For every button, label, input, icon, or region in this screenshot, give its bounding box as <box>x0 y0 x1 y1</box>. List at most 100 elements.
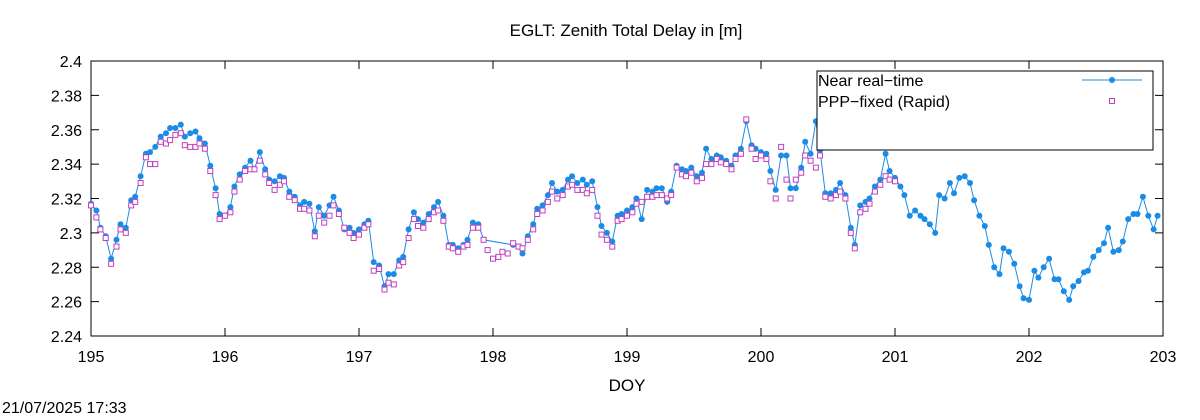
near-real-time-point <box>569 173 576 180</box>
ppp-fixed-point <box>137 180 144 186</box>
ppp-fixed-point <box>335 211 342 217</box>
ppp-fixed-point <box>594 212 601 219</box>
ppp-fixed-point <box>748 145 755 152</box>
near-real-time-point <box>405 226 412 233</box>
ppp-fixed-point <box>464 241 471 248</box>
ppp-fixed-point <box>842 195 849 202</box>
ppp-fixed-point <box>93 214 100 221</box>
ppp-fixed-point <box>530 226 537 233</box>
ppp-fixed-point <box>256 157 263 164</box>
ppp-fixed-point <box>385 279 392 286</box>
ppp-fixed-point <box>534 211 541 217</box>
x-axis: 195 196 197 198 199 200 201 202 203 <box>78 61 1177 366</box>
near-real-time-point <box>996 271 1003 278</box>
ppp-fixed-point <box>330 202 337 209</box>
ppp-fixed-point <box>216 216 223 223</box>
near-real-time-point <box>440 212 447 219</box>
ppp-fixed-point <box>664 195 671 202</box>
near-real-time-point <box>1035 274 1042 281</box>
x-tick-label: 198 <box>480 349 507 366</box>
y-tick-label: 2.24 <box>51 329 82 346</box>
ppp-fixed-point <box>837 188 844 195</box>
near-real-time-point <box>877 176 884 183</box>
ppp-fixed-point <box>128 202 135 209</box>
x-tick-label: 197 <box>346 349 373 366</box>
ppp-fixed-point <box>231 188 238 195</box>
near-real-time-point <box>579 176 586 183</box>
ppp-fixed-point <box>524 236 531 243</box>
x-axis-label: DOY <box>609 376 646 395</box>
ppp-fixed-point <box>177 130 184 137</box>
ppp-fixed-point <box>167 137 174 144</box>
ppp-fixed-point <box>251 166 258 173</box>
near-real-time-point <box>315 204 322 211</box>
near-real-time-point <box>1095 247 1102 254</box>
near-real-time-point <box>951 190 957 197</box>
near-real-time-point <box>152 143 159 150</box>
near-real-time-point <box>346 224 353 231</box>
near-real-time-point <box>693 173 700 180</box>
near-real-time-point <box>603 229 610 236</box>
ppp-fixed-point <box>242 168 249 174</box>
near-real-time-point <box>565 176 571 183</box>
near-real-time-point <box>1105 224 1112 231</box>
ppp-fixed-point <box>396 262 403 269</box>
ppp-fixed-point <box>181 142 188 149</box>
near-real-time-point <box>1031 267 1038 274</box>
near-real-time-point <box>1040 264 1047 271</box>
near-real-time-point <box>187 130 194 137</box>
near-real-time-point <box>886 168 893 174</box>
ppp-fixed-point <box>598 231 605 238</box>
near-real-time-point <box>783 152 790 159</box>
ppp-fixed-point <box>97 226 104 233</box>
near-real-time-point <box>212 185 219 192</box>
y-tick-label: 2.4 <box>60 54 82 71</box>
ppp-fixed-point <box>321 219 328 226</box>
y-axis: 2.24 2.26 2.28 2.3 2.32 2.34 2.36 2.38 2.4 <box>51 54 1163 346</box>
near-real-time-point <box>122 224 129 231</box>
near-real-time-point <box>961 173 968 180</box>
near-real-time-point <box>882 150 889 157</box>
ppp-fixed-point <box>579 186 586 193</box>
near-real-time-point <box>207 162 214 169</box>
near-real-time-point <box>917 212 924 219</box>
near-real-time-point <box>847 224 854 231</box>
near-real-time-point <box>936 192 943 199</box>
ppp-fixed-point <box>163 140 169 147</box>
ppp-fixed-point <box>455 248 462 255</box>
near-real-time-point <box>1150 226 1157 233</box>
near-real-time-point <box>539 202 546 209</box>
near-real-time-point <box>802 138 809 145</box>
ppp-fixed-point <box>583 190 590 197</box>
ppp-fixed-point <box>699 174 705 181</box>
near-real-time-point <box>113 236 120 243</box>
x-tick-label: 203 <box>1150 349 1177 366</box>
near-real-time-point <box>618 211 625 217</box>
near-real-time-point <box>871 183 878 190</box>
ppp-fixed-point <box>271 186 278 193</box>
near-real-time-point <box>991 264 998 271</box>
ppp-fixed-point <box>713 156 720 162</box>
near-real-time-point <box>108 255 115 262</box>
ppp-fixed-point <box>449 245 456 252</box>
ppp-fixed-point <box>544 198 551 205</box>
near-real-time-point <box>390 271 397 278</box>
ppp-fixed-point <box>236 176 243 183</box>
x-tick-label: 200 <box>748 349 775 366</box>
near-real-time-point <box>921 216 928 223</box>
ppp-fixed-point <box>847 229 854 236</box>
ppp-fixed-point <box>405 235 412 241</box>
ztd-chart: EGLT: Zenith Total Delay in [m] 195 196 19… <box>51 21 1177 395</box>
near-real-time-point <box>971 197 978 204</box>
near-real-time-point <box>147 149 153 156</box>
near-real-time-point <box>1066 296 1073 303</box>
x-tick-label: 199 <box>614 349 641 366</box>
near-real-time-point <box>985 241 992 248</box>
chart-title: EGLT: Zenith Total Delay in [m] <box>510 21 743 40</box>
near-real-time-point <box>196 135 203 142</box>
near-real-time-point <box>236 171 243 178</box>
near-real-time-point <box>638 216 645 223</box>
ppp-fixed-point <box>361 224 368 231</box>
near-real-time-point <box>624 207 630 214</box>
near-real-time-point <box>1055 276 1062 283</box>
